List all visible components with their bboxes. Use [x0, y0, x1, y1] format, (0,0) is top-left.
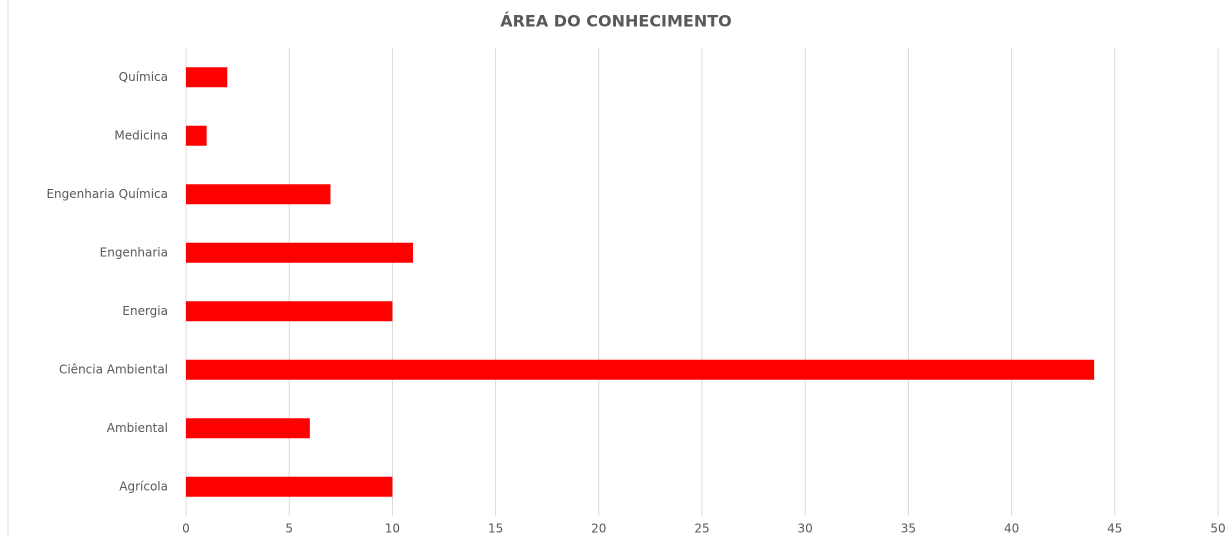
x-tick-label: 20 [591, 522, 606, 536]
x-tick-label: 0 [182, 522, 190, 536]
bar [186, 184, 331, 205]
x-tick-label: 15 [488, 522, 503, 536]
x-tick-label: 5 [285, 522, 293, 536]
bar [186, 125, 207, 146]
y-tick-label: Ciência Ambiental [59, 362, 168, 376]
x-tick-label: 50 [1210, 522, 1225, 536]
bar [186, 418, 310, 439]
bar [186, 476, 393, 497]
chart-title: ÁREA DO CONHECIMENTO [500, 12, 732, 31]
bar [186, 242, 414, 263]
y-tick-label: Ambiental [107, 421, 168, 435]
y-tick-label: Medicina [114, 128, 168, 142]
y-tick-label: Engenharia [100, 245, 168, 259]
bar [186, 67, 228, 88]
bar [186, 359, 1095, 380]
x-tick-label: 40 [1004, 522, 1019, 536]
y-tick-label: Energia [122, 304, 168, 318]
y-tick-label: Agrícola [119, 479, 168, 493]
y-tick-label: Química [119, 70, 168, 84]
y-tick-label: Engenharia Química [46, 187, 168, 201]
x-tick-label: 10 [385, 522, 400, 536]
x-tick-label: 45 [1107, 522, 1122, 536]
bar [186, 301, 393, 322]
x-tick-label: 35 [901, 522, 916, 536]
x-tick-label: 25 [694, 522, 709, 536]
x-tick-label: 30 [798, 522, 813, 536]
